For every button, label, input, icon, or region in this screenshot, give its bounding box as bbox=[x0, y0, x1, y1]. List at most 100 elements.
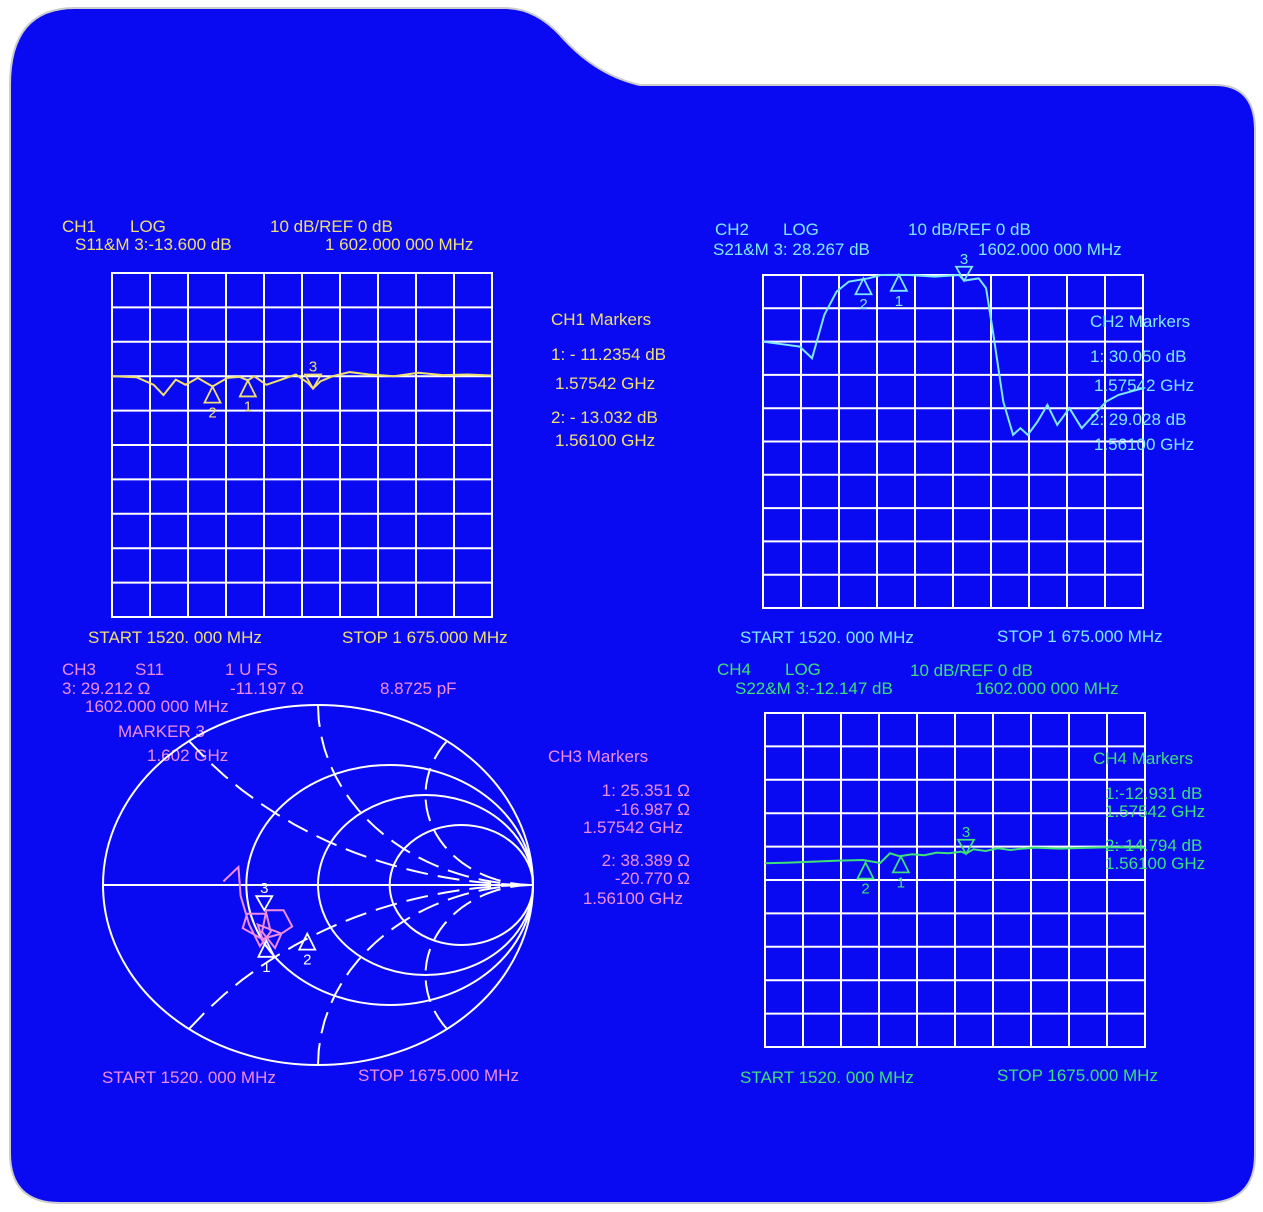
marker-label: 1 bbox=[244, 398, 252, 415]
ch2-marker2-freq: 1.56100 GHz bbox=[1094, 435, 1194, 454]
ch4-marker1-freq: 1.57542 GHz bbox=[1105, 802, 1205, 821]
marker-3: 3 bbox=[254, 880, 274, 913]
ch2-start-label: START 1520. 000 MHz bbox=[740, 628, 914, 647]
ch4-markers-panel: CH4 Markers 1:-12.931 dB 1.57542 GHz 2:-… bbox=[1093, 749, 1205, 873]
ch1-scale: 10 dB/REF 0 dB bbox=[270, 217, 393, 236]
ch4-header: CH4 LOG 10 dB/REF 0 dB S22&M 3:-12.147 d… bbox=[717, 660, 1119, 698]
ch3-marker2-r: 2: 38.389 Ω bbox=[602, 851, 690, 870]
ch3-markers-panel: CH3 Markers 1: 25.351 Ω -16.987 Ω 1.5754… bbox=[548, 747, 690, 908]
ch3-marker-ghz: 1.602 GHz bbox=[147, 746, 228, 765]
marker-1: 1 bbox=[889, 272, 909, 310]
ch1-marker-line: S11&M 3:-13.600 dB bbox=[75, 235, 232, 254]
marker-triangle bbox=[297, 931, 317, 951]
marker-label: 2 bbox=[861, 881, 869, 898]
marker-2: 2 bbox=[203, 384, 222, 422]
ch3-smith-chart: 1 2 3 bbox=[102, 704, 535, 1066]
marker-triangle bbox=[238, 378, 258, 398]
ch3-markers-title: CH3 Markers bbox=[548, 747, 648, 766]
ch1-marker2-freq: 1.56100 GHz bbox=[555, 431, 655, 450]
ch3-resistance: 3: 29.212 Ω bbox=[62, 679, 150, 698]
marker-label: 3 bbox=[960, 251, 968, 268]
marker-triangle bbox=[889, 272, 909, 292]
ch4-marker1-value: 1:-12.931 dB bbox=[1105, 784, 1202, 803]
ch4-stop-label: STOP 1675.000 MHz bbox=[997, 1066, 1158, 1085]
smith-reactance-arc bbox=[188, 740, 533, 886]
ch2-markers-panel: CH2 Markers 1: 30.050 dB 1.57542 GHz 2: … bbox=[1090, 312, 1194, 454]
ch1-markers-panel: CH1 Markers 1: - 11.2354 dB 1.57542 GHz … bbox=[551, 310, 666, 450]
ch2-markers-title: CH2 Markers bbox=[1090, 312, 1190, 331]
marker-1: 1 bbox=[256, 938, 276, 976]
ch1-plot-trace bbox=[111, 371, 493, 397]
ch2-plot: 1 2 3 bbox=[762, 251, 1144, 609]
ch1-title: CH1 bbox=[62, 217, 96, 236]
ch1-plot: 1 2 3 bbox=[111, 272, 493, 618]
ch3-format: 1 U FS bbox=[225, 660, 278, 679]
ch1-stop-label: STOP 1 675.000 MHz bbox=[342, 628, 508, 647]
ch3-stop-label: STOP 1675.000 MHz bbox=[358, 1066, 519, 1085]
marker-3: 3 bbox=[956, 824, 976, 856]
marker-triangle bbox=[891, 854, 911, 874]
marker-3: 3 bbox=[303, 359, 323, 391]
smith-reactance-arc bbox=[188, 884, 533, 1030]
smith-reactance-arc bbox=[424, 884, 533, 1030]
ch1-header: CH1 LOG 10 dB/REF 0 dB S11&M 3:-13.600 d… bbox=[62, 217, 473, 254]
marker-label: 3 bbox=[260, 880, 268, 897]
ch2-title: CH2 bbox=[715, 220, 749, 239]
marker-triangle bbox=[956, 838, 976, 856]
ch2-marker-freq: 1602.000 000 MHz bbox=[978, 240, 1122, 259]
ch4-plot: 1 2 3 bbox=[764, 712, 1146, 1048]
marker-label: 2 bbox=[859, 296, 867, 313]
ch1-start-label: START 1520. 000 MHz bbox=[88, 628, 262, 647]
marker-triangle bbox=[856, 860, 875, 880]
ch4-title: CH4 bbox=[717, 660, 751, 679]
ch1-plot-grid bbox=[111, 272, 493, 618]
ch3-trace bbox=[222, 864, 294, 950]
ch3-param: S11 bbox=[135, 660, 164, 679]
marker-label: 1 bbox=[262, 959, 270, 976]
ch3-header: CH3 S11 1 U FS 3: 29.212 Ω -11.197 Ω 8.8… bbox=[62, 660, 457, 765]
ch4-marker2-value: 2:-14.794 dB bbox=[1105, 836, 1202, 855]
ch1-plot-frame bbox=[111, 272, 493, 618]
ch2-scale: 10 dB/REF 0 dB bbox=[908, 220, 1031, 239]
ch3-marker1-x: -16.987 Ω bbox=[615, 800, 690, 819]
marker-2: 2 bbox=[854, 276, 873, 313]
marker-triangle bbox=[256, 938, 276, 958]
ch4-marker2-freq: 1.56100 GHz bbox=[1105, 854, 1205, 873]
ch2-header: CH2 LOG 10 dB/REF 0 dB S21&M 3: 28.267 d… bbox=[713, 220, 1122, 259]
ch1-marker1-freq: 1.57542 GHz bbox=[555, 374, 655, 393]
ch1-format: LOG bbox=[130, 217, 166, 236]
marker-triangle bbox=[954, 265, 974, 283]
ch3-marker2-x: -20.770 Ω bbox=[615, 869, 690, 888]
marker-1: 1 bbox=[891, 854, 911, 891]
marker-label: 2 bbox=[208, 405, 216, 422]
marker-2: 2 bbox=[856, 860, 875, 898]
marker-triangle bbox=[254, 895, 274, 913]
ch4-plot-grid bbox=[764, 712, 1146, 1048]
marker-triangle bbox=[203, 384, 222, 404]
ch2-marker-line: S21&M 3: 28.267 dB bbox=[713, 240, 870, 259]
ch2-marker1-freq: 1.57542 GHz bbox=[1094, 376, 1194, 395]
ch3-title: CH3 bbox=[62, 660, 96, 679]
ch3-reactance: -11.197 Ω bbox=[230, 679, 304, 698]
marker-1: 1 bbox=[238, 378, 258, 415]
ch4-scale: 10 dB/REF 0 dB bbox=[910, 661, 1033, 680]
ch4-start-label: START 1520. 000 MHz bbox=[740, 1068, 914, 1087]
ch4-plot-frame bbox=[764, 712, 1146, 1048]
marker-label: 1 bbox=[897, 874, 905, 891]
ch1-marker-freq: 1 602.000 000 MHz bbox=[325, 235, 473, 254]
smith-resistance-circle bbox=[388, 824, 535, 946]
ch3-marker2-freq: 1.56100 GHz bbox=[583, 889, 683, 908]
ch4-marker-freq: 1602.000 000 MHz bbox=[975, 679, 1119, 698]
marker-triangle bbox=[303, 373, 323, 391]
marker-3: 3 bbox=[954, 251, 974, 283]
ch2-plot-trace bbox=[762, 273, 1144, 437]
marker-label: 3 bbox=[309, 359, 317, 376]
ch2-stop-label: STOP 1 675.000 MHz bbox=[997, 627, 1163, 646]
ch3-marker1-r: 1: 25.351 Ω bbox=[602, 781, 690, 800]
marker-label: 1 bbox=[895, 293, 903, 310]
ch3-capacitance: 8.8725 pF bbox=[380, 679, 457, 698]
ch1-marker1-value: 1: - 11.2354 dB bbox=[551, 345, 666, 364]
ch4-format: LOG bbox=[785, 660, 821, 679]
ch4-marker-line: S22&M 3:-12.147 dB bbox=[735, 679, 893, 698]
